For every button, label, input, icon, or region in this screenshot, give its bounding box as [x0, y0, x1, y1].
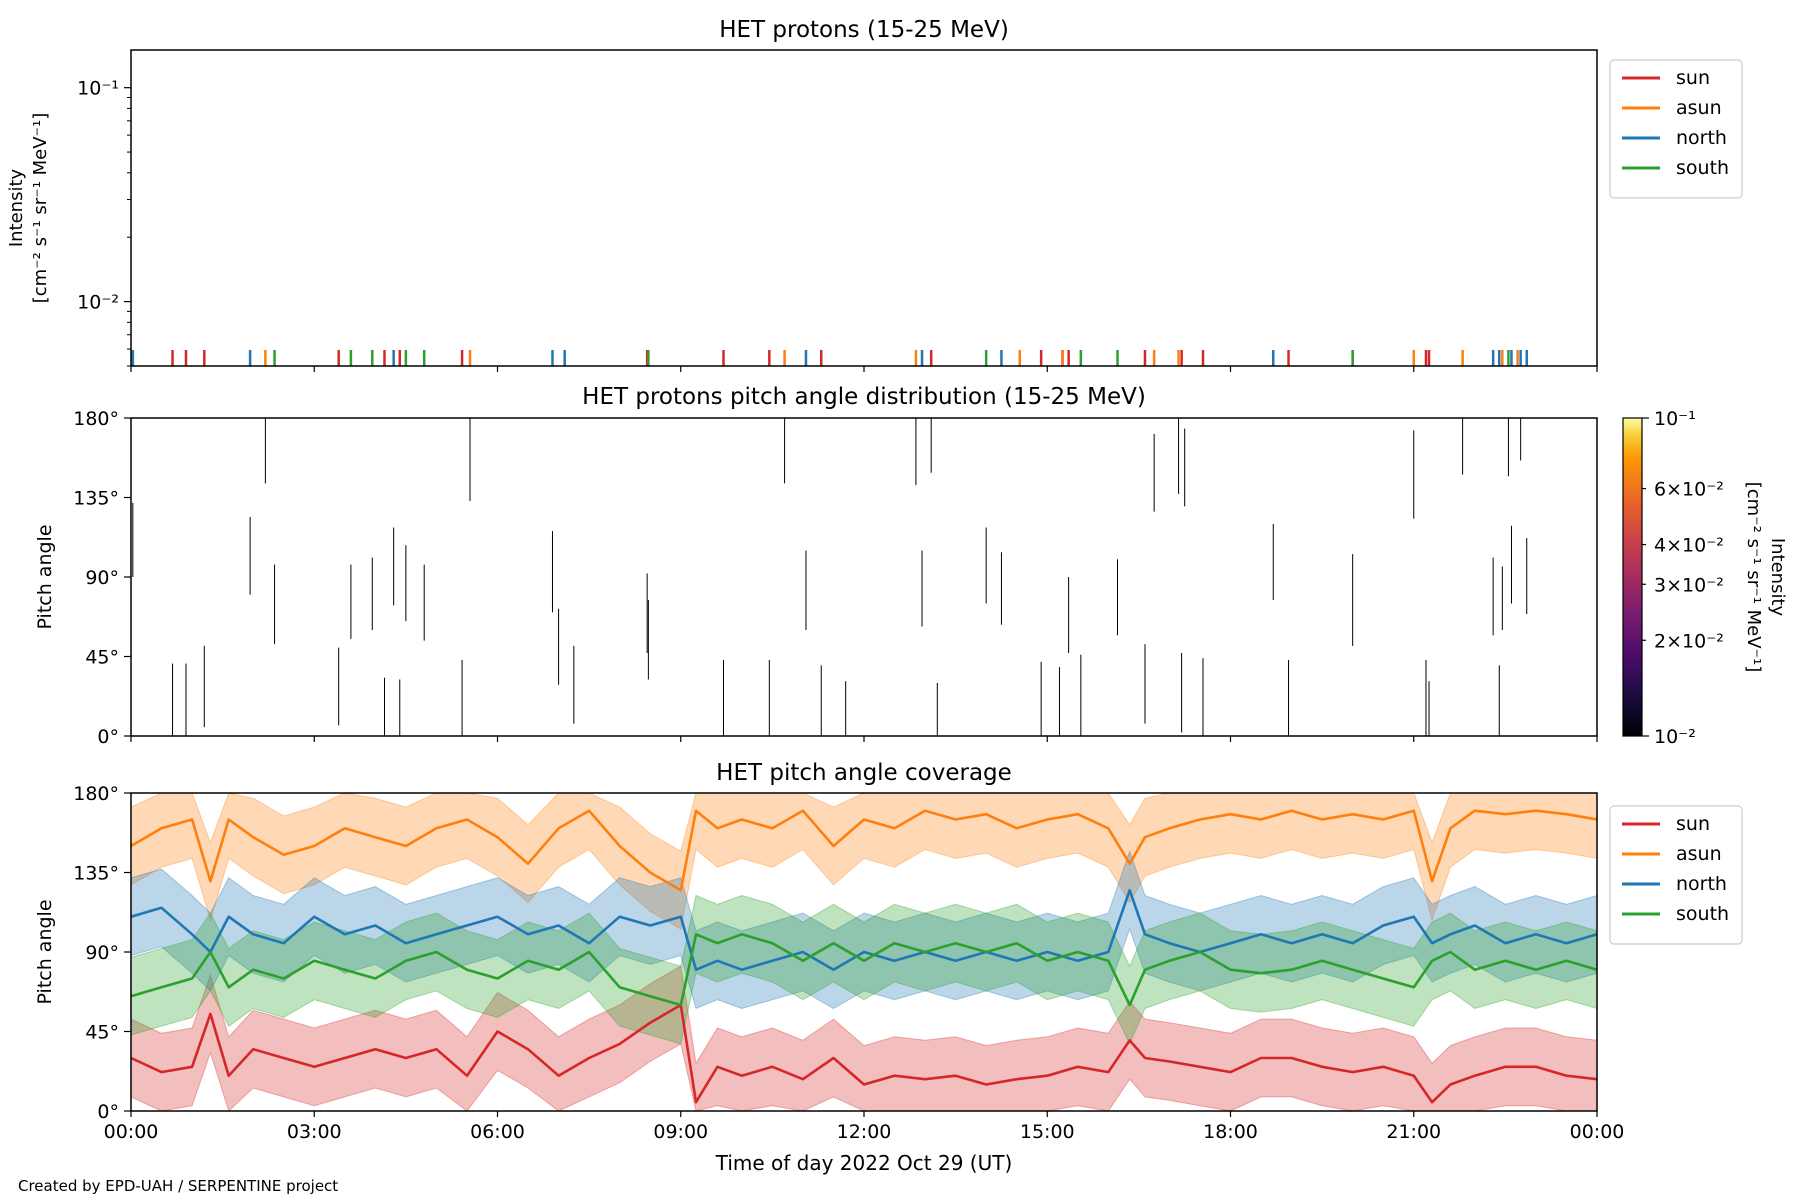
y-tick-label: 180°	[73, 783, 119, 805]
legend-asun-label: asun	[1676, 97, 1722, 119]
north-line	[131, 888, 1597, 971]
x-tick-label: 03:00	[287, 1121, 342, 1143]
y-tick-label: 90°	[85, 567, 119, 589]
y-tick-label: 10⁻²	[77, 292, 119, 314]
colorbar-tick-label: 10⁻²	[1654, 726, 1696, 748]
asun-band	[131, 793, 1597, 930]
sun-line	[131, 1003, 1597, 1104]
x-tick-label: 06:00	[470, 1121, 525, 1143]
x-tick-label: 00:00	[104, 1121, 159, 1143]
y-tick-label: 135°	[73, 488, 119, 510]
y-tick-label: 180°	[73, 408, 119, 430]
legend-south-label: south	[1676, 903, 1729, 925]
panel3-ylabel: Pitch angle	[34, 899, 56, 1004]
x-tick-label: 15:00	[1020, 1121, 1075, 1143]
panel3-xaxis: 00:00 03:00 06:00 09:00 12:00 15:00 18:00 21:00…	[104, 1111, 1625, 1143]
y-tick-label: 0°	[97, 726, 119, 748]
colorbar	[1622, 417, 1643, 737]
x-tick-label: 18:00	[1203, 1121, 1258, 1143]
colorbar-tick-label: 10⁻¹	[1654, 408, 1696, 430]
panel-pitch-angle-coverage: HET pitch angle coverage 0° 45° 90° 135° 180…	[34, 760, 1743, 1175]
credit-footer: Created by EPD-UAH / SERPENTINE project	[18, 1177, 339, 1195]
x-tick-label: 12:00	[837, 1121, 892, 1143]
panel3-lines	[131, 809, 1597, 1104]
colorbar-label-line1: Intensity	[1767, 538, 1788, 617]
panel3-legend: sun asun north south	[1609, 805, 1743, 945]
panel-het-protons: HET protons (15-25 MeV) 10⁻¹ 10⁻² Intensi…	[6, 17, 1743, 372]
legend-sun-label: sun	[1676, 813, 1710, 835]
panel2-data	[132, 418, 1528, 736]
y-tick-label: 10⁻¹	[77, 78, 119, 100]
colorbar-tick-label: 2×10⁻²	[1654, 630, 1724, 652]
legend-sun-label: sun	[1676, 67, 1710, 89]
colorbar-ticks: 10⁻¹ 6×10⁻² 4×10⁻² 3×10⁻² 2×10⁻² 10⁻²	[1642, 408, 1724, 748]
colorbar-tick-label: 3×10⁻²	[1654, 574, 1724, 596]
y-tick-label: 0°	[97, 1101, 119, 1123]
panel1-yaxis: 10⁻¹ 10⁻²	[77, 78, 131, 367]
panel1-ylabel-line2: [cm⁻² s⁻¹ sr⁻¹ MeV⁻¹]	[30, 113, 51, 304]
panel2-ylabel: Pitch angle	[34, 524, 56, 629]
south-line	[131, 933, 1597, 1007]
panel1-frame	[130, 49, 1598, 367]
legend-south-label: south	[1676, 157, 1729, 179]
asun-line	[131, 809, 1597, 892]
panel1-xticks	[130, 366, 1598, 372]
colorbar-tick-label: 4×10⁻²	[1654, 535, 1724, 557]
panel1-title: HET protons (15-25 MeV)	[719, 17, 1009, 43]
south-band	[131, 894, 1597, 1046]
x-tick-label: 09:00	[653, 1121, 708, 1143]
panel2-title: HET protons pitch angle distribution (15…	[582, 384, 1146, 410]
x-tick-label: 00:00	[1570, 1121, 1625, 1143]
colorbar-tick-label: 6×10⁻²	[1654, 479, 1724, 501]
panel1-legend: sun asun north south	[1609, 59, 1743, 199]
panel1-data	[131, 350, 1529, 366]
legend-north-label: north	[1676, 873, 1727, 895]
legend-north-label: north	[1676, 127, 1727, 149]
legend-asun-label: asun	[1676, 843, 1722, 865]
panel2-yaxis: 0° 45° 90° 135° 180°	[73, 408, 131, 748]
panel-pitch-angle-distribution: HET protons pitch angle distribution (15…	[34, 384, 1788, 748]
legend-box	[1609, 59, 1743, 199]
x-tick-label: 21:00	[1386, 1121, 1441, 1143]
y-tick-label: 45°	[85, 647, 119, 669]
y-tick-label: 90°	[85, 942, 119, 964]
sun-band	[131, 965, 1597, 1111]
y-tick-label: 135°	[73, 863, 119, 885]
panel1-ylabel-line1: Intensity	[6, 168, 27, 247]
panel3-title: HET pitch angle coverage	[716, 760, 1012, 786]
y-tick-label: 45°	[85, 1022, 119, 1044]
panel3-yaxis: 0° 45° 90° 135° 180°	[73, 783, 131, 1123]
colorbar-label-line2: [cm⁻² s⁻¹ sr⁻¹ MeV⁻¹]	[1743, 482, 1764, 673]
panel2-xticks	[130, 736, 1598, 742]
x-axis-label: Time of day 2022 Oct 29 (UT)	[715, 1151, 1013, 1175]
legend-box	[1609, 805, 1743, 945]
